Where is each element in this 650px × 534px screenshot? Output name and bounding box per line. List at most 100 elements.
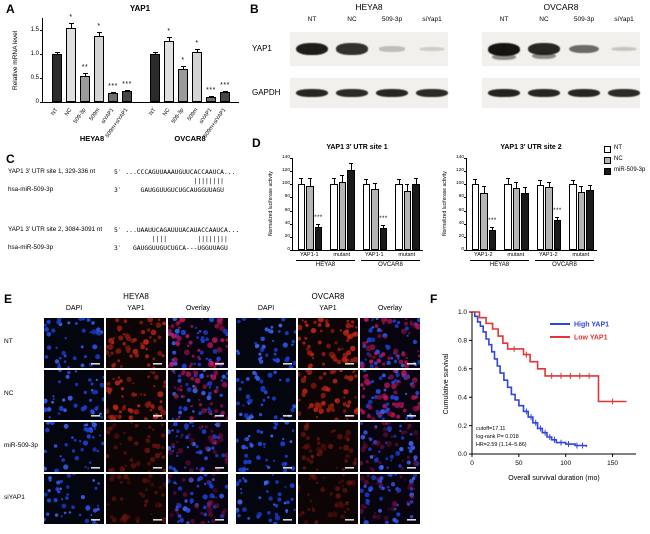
lane-label: siYap1 xyxy=(422,16,442,23)
category-label: mutant xyxy=(572,252,590,258)
channel-header: YAP1 xyxy=(127,305,145,312)
bar-509m+siYAP1 xyxy=(122,91,132,102)
protein-band xyxy=(488,42,520,56)
error-bar-cap xyxy=(299,177,303,179)
significance-label: *** xyxy=(108,82,118,90)
error-bar xyxy=(415,178,417,185)
x-tick-label: 0 xyxy=(470,460,474,467)
bar-plot: 0 20 40 60 80 100 120 140 YAP1-2 mutant YAP1-2 muta… xyxy=(456,155,597,268)
row-label: NT xyxy=(4,338,13,345)
error-bar-cap xyxy=(152,52,158,54)
x-tick-label: 50 xyxy=(515,460,523,467)
y-tick-label: 0.8 xyxy=(458,338,467,345)
error-bar-cap xyxy=(194,48,200,50)
y-tick-label: 1.0 xyxy=(30,50,39,57)
y-tick-mark xyxy=(290,158,293,159)
panel-label-f: F xyxy=(430,292,438,306)
y-tick-mark xyxy=(290,250,293,251)
micrograph-NT-OVCAR8-YAP1 xyxy=(298,318,358,368)
y-tick-label: 100 xyxy=(281,181,290,187)
bar-NT xyxy=(471,184,479,250)
lane-label: NT xyxy=(499,16,509,23)
bar-NC xyxy=(306,186,314,250)
row-label: NC xyxy=(4,390,14,397)
error-bar xyxy=(398,179,400,185)
bar-NC xyxy=(480,192,488,250)
error-bar-cap xyxy=(364,179,368,181)
error-bar-cap xyxy=(413,178,418,180)
bar-NC xyxy=(66,27,76,102)
bar-NT xyxy=(297,184,305,250)
chart-title: YAP1 3′ UTR site 2 xyxy=(500,144,562,151)
protein-band xyxy=(608,89,640,97)
group-label: HEYA8 xyxy=(79,134,105,143)
y-tick-mark xyxy=(40,78,43,79)
utr-site-label: YAP1 3′ UTR site 1, 329-336 nt xyxy=(8,168,96,175)
channel-header: Overlay xyxy=(185,305,211,312)
significance-label: * xyxy=(97,22,101,30)
category-label: mutant xyxy=(507,252,525,258)
protein-band xyxy=(296,89,328,97)
error-bar xyxy=(540,179,541,185)
bar-siYAP1 xyxy=(206,97,216,102)
bar-NC xyxy=(512,187,520,250)
error-bar xyxy=(301,177,302,185)
cell-line-header: HEYA8 xyxy=(123,292,149,301)
error-bar xyxy=(182,66,184,70)
error-bar xyxy=(366,179,367,185)
significance-label: *** xyxy=(314,214,323,221)
lane-label: siYap1 xyxy=(614,16,634,23)
y-tick-label: 1.0 xyxy=(458,309,467,316)
lane-label: 509-3p xyxy=(381,16,403,23)
error-bar-cap xyxy=(538,179,542,181)
panel-f: F Overall survival duration (mo) Cumulat… xyxy=(430,292,648,534)
y-tick-mark xyxy=(464,223,467,225)
legend-swatch xyxy=(604,146,611,153)
micrograph-siYAP1-OVCAR8-YAP1 xyxy=(298,474,358,524)
error-bar xyxy=(168,36,170,42)
cell-line-label: HEYA8 xyxy=(315,262,336,268)
error-bar-cap xyxy=(587,184,592,186)
blot-strip xyxy=(482,78,640,108)
bar-NT xyxy=(504,184,512,250)
bar-NT xyxy=(150,54,160,102)
error-bar-cap xyxy=(96,31,102,33)
category-label: YAP1-2 xyxy=(473,252,493,258)
bar-NC xyxy=(403,190,411,250)
y-tick-mark xyxy=(290,197,293,199)
y-tick-label: 0 xyxy=(287,247,290,252)
y-tick-label: 80 xyxy=(284,194,290,200)
survival-curve-Low YAP1 xyxy=(472,311,627,403)
cell-line-header: OVCAR8 xyxy=(311,292,345,301)
y-tick-label: 0.2 xyxy=(458,423,467,430)
target-label: YAP1 xyxy=(252,44,272,53)
error-bar-cap xyxy=(180,66,186,67)
y-tick-label: 0.0 xyxy=(458,451,467,458)
error-bar-cap xyxy=(316,223,320,225)
error-bar-cap xyxy=(68,22,74,24)
channel-header: Overlay xyxy=(377,305,403,312)
error-bar xyxy=(516,181,517,188)
y-tick-label: 1.5 xyxy=(30,26,39,33)
panel-a: A YAP1 Relative mRNA level 0 0.5 1.0 1.5 NT *… xyxy=(6,2,248,150)
y-tick-mark xyxy=(464,184,467,186)
category-label: YAP1-1 xyxy=(299,252,319,258)
y-tick-mark xyxy=(464,158,467,159)
bar-miR-509-3p xyxy=(521,193,529,250)
protein-band xyxy=(416,89,448,97)
error-bar xyxy=(98,31,100,36)
bar-miR-509-3p xyxy=(553,220,561,250)
bar-NT xyxy=(330,183,338,250)
sequence-line: 3′ GAUGGUUGUCUGCA---UGGUUAGU xyxy=(114,245,228,252)
y-tick-mark xyxy=(464,197,467,199)
cell-line-label: HEYA8 xyxy=(489,262,510,268)
y-tick-label: 40 xyxy=(458,220,464,226)
y-tick-label: 0.5 xyxy=(30,74,39,81)
lane-label: NT xyxy=(307,16,317,23)
micrograph-NT-HEYA8-DAPI xyxy=(44,318,104,368)
error-bar-cap xyxy=(473,179,477,181)
panel-b: B HEYA8 NT NC 509-3p siYap1 OVCAR8 NT NC 509-3p s… xyxy=(250,2,648,134)
error-bar-cap xyxy=(348,162,353,164)
error-bar-cap xyxy=(490,227,494,228)
micrograph-siYAP1-OVCAR8-DAPI xyxy=(236,474,296,524)
